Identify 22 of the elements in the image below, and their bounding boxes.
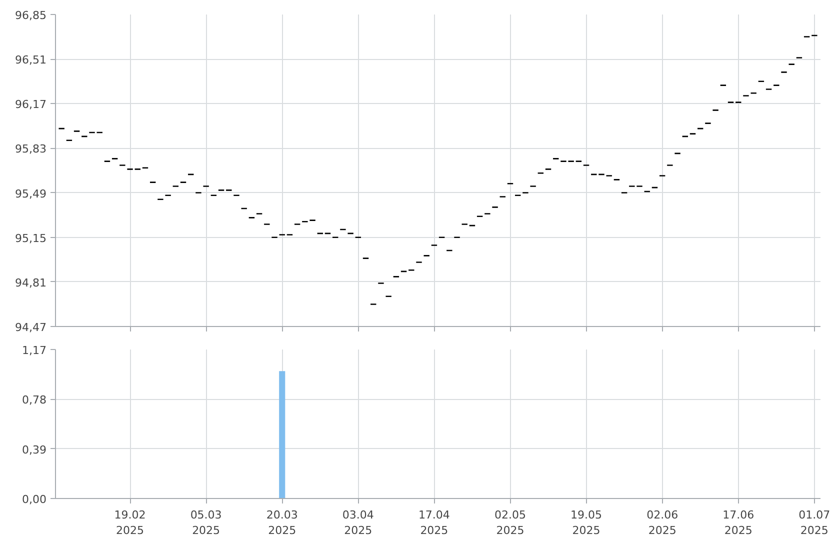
y-tick-label: 0,00	[22, 493, 47, 506]
y-tick-label: 94,47	[15, 321, 47, 334]
x-tick-label: 20.03 2025	[266, 508, 298, 538]
y-tick-label: 96,17	[15, 98, 47, 112]
y-tick-label: 94,81	[15, 276, 47, 290]
y-tick-label: 95,83	[15, 142, 47, 156]
x-tick-label: 17.04 2025	[418, 508, 450, 538]
x-tick-label: 01.07 2025	[798, 508, 830, 538]
y-tick-label: 0,78	[22, 394, 47, 407]
y-tick-label: 0,39	[22, 443, 47, 456]
y-tick-label: 1,17	[22, 344, 47, 357]
y-tick-label: 96,51	[15, 54, 47, 67]
x-tick-label: 17.06 2025	[722, 508, 754, 538]
x-tick-label: 02.05 2025	[494, 508, 526, 538]
x-tick-label: 19.05 2025	[570, 508, 602, 538]
x-tick-label: 02.06 2025	[646, 508, 678, 538]
x-tick-label: 05.03 2025	[190, 508, 222, 538]
y-tick-label: 95,15	[15, 232, 47, 245]
y-tick-label: 95,49	[15, 187, 47, 200]
y-tick-label: 96,85	[15, 9, 47, 22]
x-tick-label: 19.02 2025	[114, 508, 146, 538]
x-tick-label: 03.04 2025	[342, 508, 374, 538]
